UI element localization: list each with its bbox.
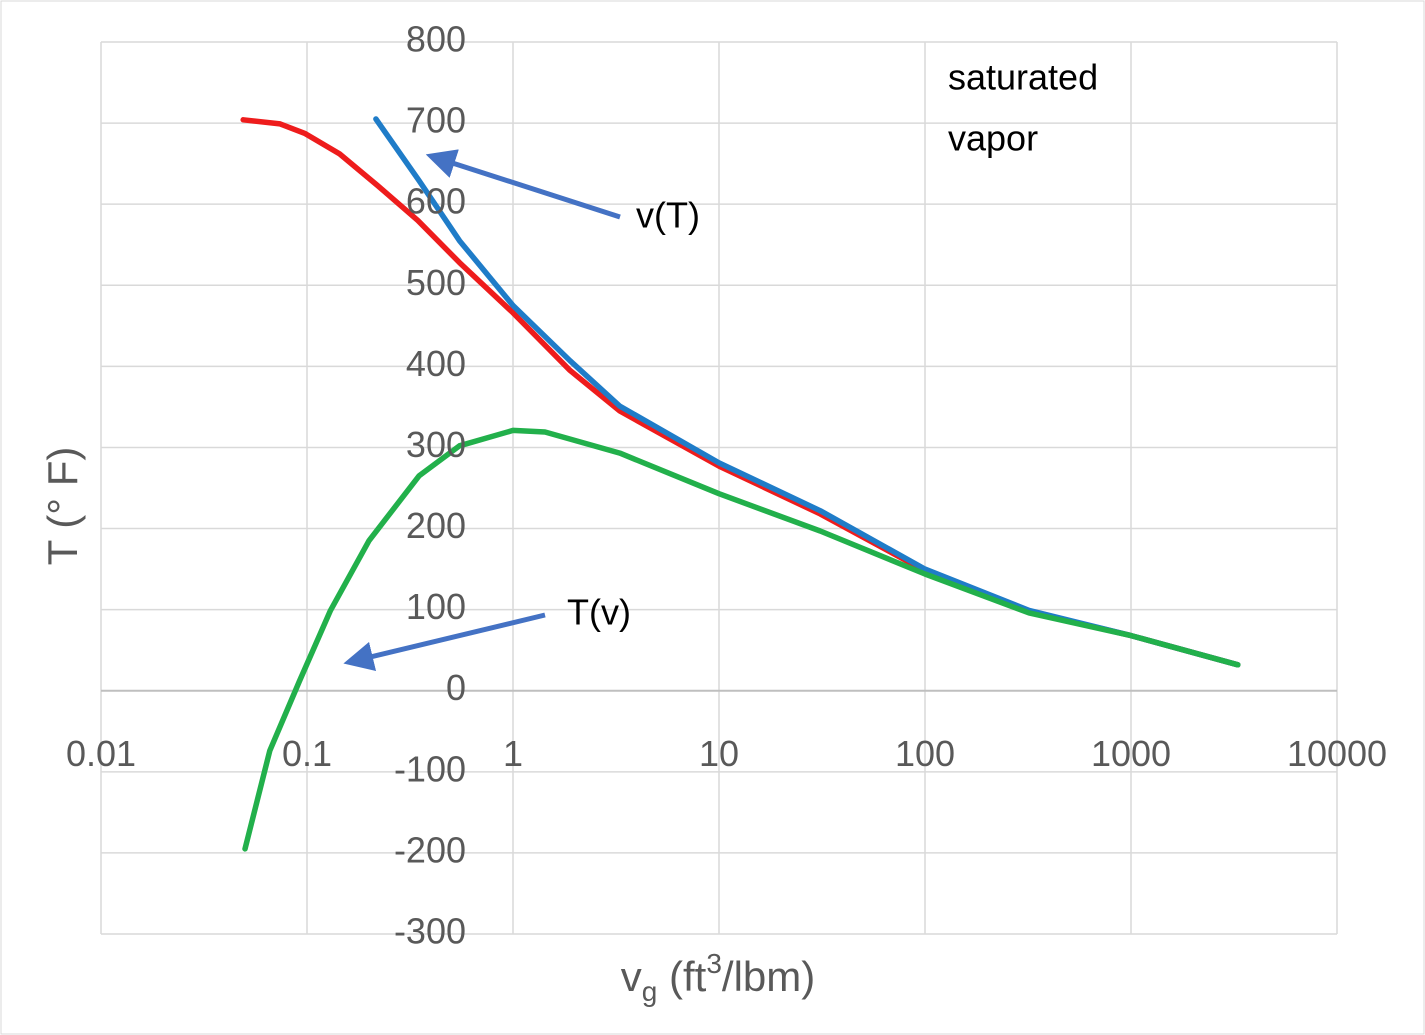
- y-tick-label: 400: [406, 343, 466, 384]
- y-tick-label: 700: [406, 100, 466, 141]
- grid: [100, 41, 1338, 935]
- annotation: vapor: [948, 118, 1038, 159]
- y-tick-label: 0: [446, 667, 466, 708]
- x-tick-label: 0.1: [282, 733, 332, 774]
- x-tick-label: 1000: [1091, 733, 1171, 774]
- y-tick-label: -100: [394, 748, 466, 789]
- x-axis-title: vg (ft3/lbm): [621, 948, 816, 1007]
- y-tick-label: 100: [406, 586, 466, 627]
- x-title-sup: 3: [706, 948, 722, 979]
- x-title-part: v: [621, 953, 642, 1000]
- y-tick-label: 200: [406, 505, 466, 546]
- y-tick-label: 300: [406, 424, 466, 465]
- arrow: [425, 149, 621, 220]
- y-axis-title: T (° F): [39, 447, 86, 566]
- x-title-sub: g: [642, 976, 658, 1007]
- y-tick-label: -200: [394, 829, 466, 870]
- arrow: [343, 612, 546, 672]
- y-tick-label: 500: [406, 262, 466, 303]
- annotation: T(v): [567, 592, 631, 633]
- x-tick-label: 100: [895, 733, 955, 774]
- y-tick-label: -300: [394, 911, 466, 952]
- x-tick-label: 1: [503, 733, 523, 774]
- x-title-part: (ft: [657, 953, 706, 1000]
- series-line: [242, 427, 1241, 852]
- annotation: saturated: [948, 57, 1098, 98]
- annotation: v(T): [636, 195, 700, 236]
- x-tick-label: 10: [699, 733, 739, 774]
- series-group: [240, 116, 1241, 852]
- x-tick-label: 10000: [1287, 733, 1387, 774]
- x-tick-label: 0.01: [66, 733, 136, 774]
- x-title-part: /lbm): [722, 953, 815, 1000]
- y-tick-label: 600: [406, 181, 466, 222]
- tick-labels: -300 -200 -100 0 100 200 300 400 500 600 700 800 0.0…: [66, 19, 1387, 952]
- y-tick-label: 800: [406, 19, 466, 60]
